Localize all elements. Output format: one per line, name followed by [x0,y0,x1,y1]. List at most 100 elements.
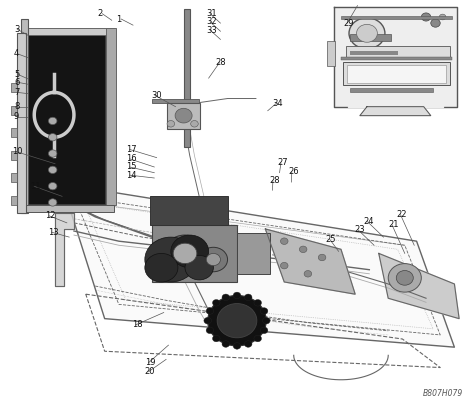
Text: 28: 28 [216,58,227,67]
Circle shape [212,335,220,342]
Circle shape [304,270,312,277]
Circle shape [175,108,192,123]
Circle shape [254,335,262,342]
Circle shape [164,235,206,272]
FancyBboxPatch shape [171,107,199,111]
Text: 31: 31 [206,9,217,18]
Text: 14: 14 [126,171,137,180]
Circle shape [48,117,57,125]
Text: 25: 25 [326,235,337,244]
Circle shape [206,254,220,265]
Polygon shape [334,7,457,107]
Circle shape [421,13,431,21]
Text: 28: 28 [269,176,280,185]
FancyBboxPatch shape [350,88,433,92]
Circle shape [145,237,197,282]
FancyBboxPatch shape [341,16,452,19]
Circle shape [191,121,198,127]
Text: 16: 16 [126,154,137,163]
Circle shape [349,18,385,49]
Text: 2: 2 [97,9,102,18]
FancyBboxPatch shape [24,204,114,212]
FancyBboxPatch shape [24,28,114,35]
Circle shape [206,308,214,314]
Text: 34: 34 [273,99,283,108]
Circle shape [260,327,268,334]
Polygon shape [265,229,355,294]
Text: 18: 18 [132,320,143,329]
Text: B807H079: B807H079 [423,389,463,398]
FancyBboxPatch shape [184,9,190,147]
Circle shape [431,19,440,27]
Text: 5: 5 [14,70,19,79]
Circle shape [222,294,229,301]
Circle shape [212,299,220,306]
Circle shape [260,308,268,314]
Circle shape [254,299,262,306]
Polygon shape [62,184,455,347]
Text: 11: 11 [30,182,40,191]
Circle shape [245,294,252,301]
Circle shape [206,327,214,334]
FancyBboxPatch shape [11,151,17,160]
Text: 20: 20 [145,367,155,376]
FancyBboxPatch shape [341,57,452,60]
Circle shape [356,25,377,42]
FancyBboxPatch shape [11,106,17,115]
Text: 30: 30 [151,91,162,100]
Circle shape [185,256,213,280]
Circle shape [318,254,326,261]
FancyBboxPatch shape [106,28,116,204]
FancyBboxPatch shape [346,45,450,57]
Circle shape [171,235,209,267]
Circle shape [222,341,229,347]
Polygon shape [379,254,459,319]
Circle shape [233,292,241,299]
Text: 17: 17 [126,145,137,154]
Circle shape [208,295,266,346]
Text: 32: 32 [206,18,217,27]
Text: 19: 19 [145,358,155,367]
Circle shape [439,14,446,20]
Text: 15: 15 [126,162,137,171]
FancyBboxPatch shape [237,233,270,274]
FancyBboxPatch shape [11,128,17,137]
Circle shape [263,317,270,324]
Circle shape [281,263,288,269]
FancyBboxPatch shape [11,83,17,92]
Text: 22: 22 [397,210,407,219]
Text: 10: 10 [12,147,23,156]
Circle shape [48,182,57,190]
Circle shape [48,199,57,206]
Text: 6: 6 [14,78,19,87]
FancyBboxPatch shape [11,173,17,182]
Text: 13: 13 [48,228,59,237]
Circle shape [48,134,57,141]
FancyBboxPatch shape [152,99,199,103]
Circle shape [145,254,178,282]
Text: 1: 1 [116,15,121,24]
Circle shape [300,246,307,253]
Polygon shape [360,107,431,116]
FancyBboxPatch shape [11,196,17,204]
Polygon shape [348,99,443,107]
FancyBboxPatch shape [343,62,450,85]
FancyBboxPatch shape [350,51,398,55]
Text: 9: 9 [14,112,19,121]
FancyBboxPatch shape [346,65,446,83]
Text: 24: 24 [364,217,374,226]
Circle shape [199,247,228,272]
Circle shape [48,166,57,173]
Text: 4: 4 [14,49,19,58]
Text: 29: 29 [343,19,354,28]
Text: 26: 26 [288,167,299,176]
Text: 12: 12 [46,211,56,220]
FancyBboxPatch shape [350,34,391,41]
Circle shape [204,317,211,324]
Text: 8: 8 [14,102,19,111]
FancyBboxPatch shape [17,33,26,213]
FancyBboxPatch shape [167,103,200,129]
Text: 3: 3 [14,25,19,34]
Text: 33: 33 [206,25,217,34]
Text: 21: 21 [388,220,399,229]
